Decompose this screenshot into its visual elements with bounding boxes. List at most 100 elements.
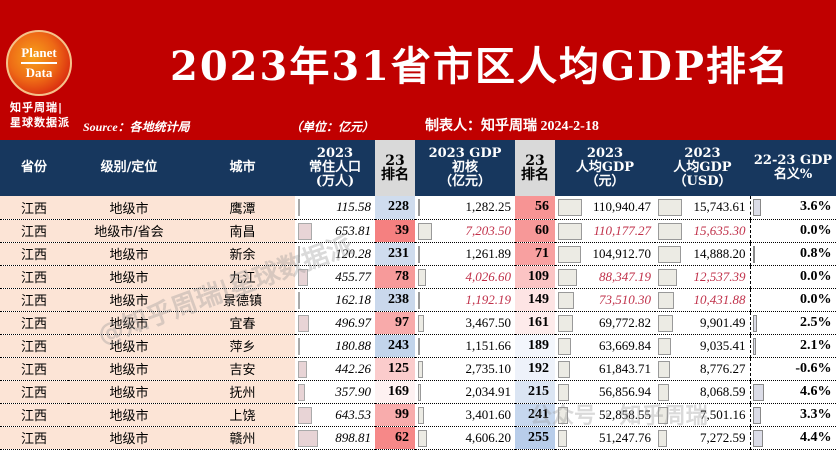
level-value: 地级市	[109, 248, 149, 263]
column-header[interactable]: 省份	[0, 140, 68, 196]
gdp-value: 3,401.60	[465, 406, 512, 422]
gdp-pc-cny-value: 56,856.94	[599, 383, 651, 399]
cell-level: 地级市	[68, 242, 190, 266]
cell-gdp-pc-usd: 7,272.59	[655, 426, 750, 450]
column-header[interactable]: 级别/定位	[68, 140, 190, 196]
gdp-pc-usd-value: 8,776.27	[700, 360, 746, 376]
cell-gdp-pc-cny: 51,247.76	[555, 426, 655, 450]
cell-gdp-rank: 109	[515, 265, 555, 289]
growth-data-bar	[752, 429, 763, 447]
cell-gdp-pc-usd: 9,901.49	[655, 311, 750, 335]
logo-text-2: Data	[25, 65, 53, 80]
cell-growth: 4.4%	[749, 426, 836, 450]
cell-province: 江西	[0, 357, 68, 381]
cell-city: 景德镇	[190, 288, 295, 312]
table-row[interactable]: 江西 地级市 九江 455.77 78 4,026.60 109 88,347.19 12,53…	[0, 265, 836, 289]
cell-pop-rank: 231	[375, 242, 415, 266]
cell-gdp-pc-usd: 12,537.39	[655, 265, 750, 289]
column-header[interactable]: 22-23 GDP 名义%	[750, 140, 836, 196]
table-row[interactable]: 江西 地级市 萍乡 180.88 243 1,151.66 189 63,669.84 9,03…	[0, 334, 836, 358]
gdp-data-bar	[418, 291, 420, 309]
cell-growth: 0.0%	[749, 219, 836, 243]
population-value: 180.88	[335, 337, 371, 353]
cell-province: 江西	[0, 426, 68, 450]
table-row[interactable]: 江西 地级市 抚州 357.90 169 2,034.91 215 56,856.94 8,06…	[0, 380, 836, 404]
province-value: 江西	[20, 386, 47, 401]
gdp-pc-usd-value: 7,501.16	[700, 406, 746, 422]
table-row[interactable]: 江西 地级市 宜春 496.97 97 3,467.50 161 69,772.82 9,901…	[0, 311, 836, 335]
cell-gdp-pc-usd: 8,068.59	[655, 380, 750, 404]
city-value: 鹰潭	[229, 201, 256, 217]
population-value: 455.77	[335, 268, 371, 284]
gdp-value: 2,735.10	[465, 360, 512, 376]
cell-level: 地级市	[68, 196, 190, 220]
cell-city: 吉安	[190, 357, 295, 381]
gdp-pc-cny-value: 104,912.70	[592, 245, 652, 261]
gdp-ranking-table: 省份 级别/定位 城市 2023 常住人口 (万人) 23 排名 2023 GDP 初核 …	[0, 140, 836, 450]
table-row[interactable]: 江西 地级市 鹰潭 115.58 228 1,282.25 56 110,940.47 15,7…	[0, 196, 836, 220]
gdp-usd-data-bar	[658, 406, 668, 424]
province-value: 江西	[20, 340, 47, 355]
cell-level: 地级市	[68, 288, 190, 312]
column-header[interactable]: 23 排名	[375, 140, 415, 196]
gdp-pc-usd-value: 15,743.61	[693, 199, 746, 215]
gdp-per-capita-data-bar	[558, 337, 571, 355]
cell-growth: 0.8%	[749, 242, 836, 266]
city-value: 新余	[229, 248, 256, 263]
population-data-bar	[298, 199, 300, 216]
pop-rank-value: 78	[395, 268, 409, 284]
cell-gdp-rank: 149	[515, 288, 555, 312]
table-row[interactable]: 江西 地级市/省会 南昌 653.81 39 7,203.50 60 110,177.27 15…	[0, 219, 836, 243]
gdp-pc-usd-value: 9,901.49	[700, 314, 746, 330]
gdp-pc-cny-value: 88,347.19	[599, 268, 651, 284]
column-header[interactable]: 2023 常住人口 (万人)	[295, 140, 375, 196]
gdp-pc-cny-value: 61,843.71	[599, 360, 651, 376]
cell-gdp: 4,026.60	[415, 265, 515, 289]
cell-pop-rank: 78	[375, 265, 415, 289]
column-header[interactable]: 2023 人均GDP （USD）	[655, 140, 750, 196]
gdp-usd-data-bar	[658, 314, 673, 332]
table-row[interactable]: 江西 地级市 新余 120.28 231 1,261.89 71 104,912.70 14,8…	[0, 242, 836, 266]
cell-gdp-rank: 71	[515, 242, 555, 266]
gdp-value: 1,151.66	[465, 337, 512, 353]
maker-label: 制表人：知乎周瑞 2024-2-18	[425, 119, 599, 134]
cell-province: 江西	[0, 380, 68, 404]
cell-pop-rank: 228	[375, 196, 415, 220]
growth-value: 4.6%	[800, 383, 832, 399]
cell-pop-rank: 62	[375, 426, 415, 450]
gdp-data-bar	[418, 222, 432, 240]
gdp-rank-value: 149	[528, 291, 549, 307]
column-header[interactable]: 2023 人均GDP （元）	[555, 140, 655, 196]
cell-gdp: 4,606.20	[415, 426, 515, 450]
column-header[interactable]: 2023 GDP 初核 （亿元）	[415, 140, 515, 196]
pop-rank-value: 97	[395, 314, 409, 330]
cell-growth: 0.0%	[749, 288, 836, 312]
cell-gdp-rank: 56	[515, 196, 555, 220]
city-value: 萍乡	[229, 340, 256, 355]
column-header[interactable]: 23 排名	[515, 140, 555, 196]
population-data-bar	[298, 337, 300, 355]
growth-data-bar	[752, 245, 755, 263]
table-row[interactable]: 江西 地级市 赣州 898.81 62 4,606.20 255 51,247.76 7,272…	[0, 426, 836, 450]
cell-population: 162.18	[295, 288, 375, 312]
population-value: 898.81	[335, 429, 371, 445]
cell-population: 120.28	[295, 242, 375, 266]
gdp-per-capita-data-bar	[558, 245, 581, 263]
column-header[interactable]: 城市	[190, 140, 295, 196]
gdp-usd-data-bar	[658, 360, 670, 378]
table-row[interactable]: 江西 地级市 上饶 643.53 99 3,401.60 241 52,858.55 7,501…	[0, 403, 836, 427]
table-row[interactable]: 江西 地级市 景德镇 162.18 238 1,192.19 149 73,510.30 10,…	[0, 288, 836, 312]
city-value: 吉安	[229, 363, 256, 378]
gdp-per-capita-data-bar	[558, 429, 567, 447]
cell-city: 赣州	[190, 426, 295, 450]
cell-growth: 2.1%	[749, 334, 836, 358]
cell-population: 180.88	[295, 334, 375, 358]
province-value: 江西	[20, 363, 47, 378]
level-value: 地级市	[109, 201, 149, 217]
gdp-rank-value: 71	[535, 245, 549, 261]
cell-population: 496.97	[295, 311, 375, 335]
gdp-data-bar	[418, 245, 420, 263]
cell-level: 地级市/省会	[68, 219, 190, 243]
pop-rank-value: 238	[388, 291, 409, 307]
table-row[interactable]: 江西 地级市 吉安 442.26 125 2,735.10 192 61,843.71 8,77…	[0, 357, 836, 381]
